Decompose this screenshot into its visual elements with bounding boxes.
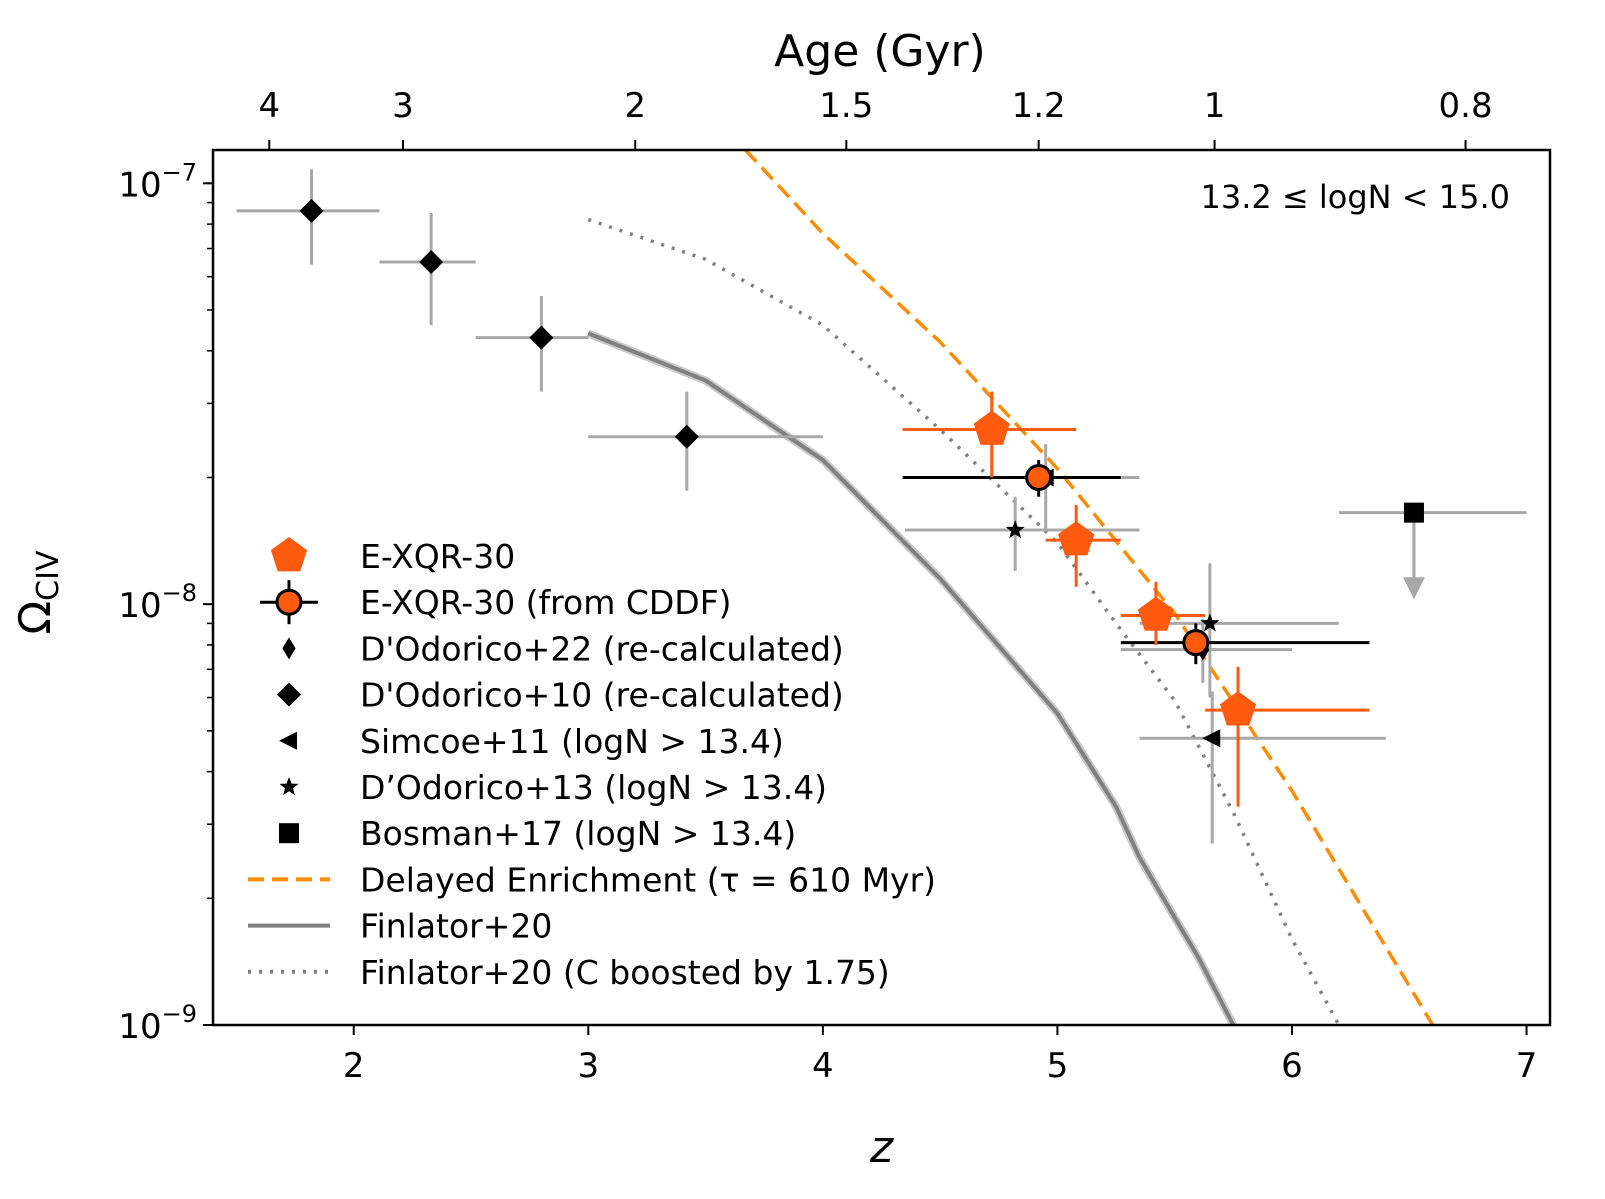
top-tick-label: 0.8 <box>1439 86 1493 126</box>
y-tick-base: 10 <box>118 1007 161 1047</box>
top-tick-label: 3 <box>392 86 414 126</box>
legend-label: E-XQR-30 (from CDDF) <box>360 583 732 622</box>
x-tick-label: 2 <box>343 1046 365 1086</box>
marker-triangle-left <box>1202 729 1221 748</box>
x-axis-title: z <box>869 1122 894 1173</box>
top-tick-label: 1.5 <box>819 86 873 126</box>
legend-label: Bosman+17 (logN > 13.4) <box>360 814 796 853</box>
top-tick-label: 1 <box>1204 86 1226 126</box>
marker-pentagon <box>1137 596 1174 631</box>
x-tick-label: 5 <box>1047 1046 1069 1086</box>
y-tick-label: 10−8 <box>118 579 197 626</box>
upper-limit-arrow-head <box>1402 577 1425 600</box>
marker-square <box>1403 502 1424 523</box>
top-tick-label: 2 <box>624 86 646 126</box>
x-tick-label: 7 <box>1516 1046 1538 1086</box>
legend-marker-triangle-left <box>279 731 297 750</box>
model-lines <box>586 150 1435 1025</box>
top-axis-title: Age (Gyr) <box>774 26 986 77</box>
marker-star <box>1005 520 1025 539</box>
marker-circle <box>1025 463 1053 491</box>
marker-pentagon <box>973 410 1010 445</box>
legend-label: Finlator+20 (C boosted by 1.75) <box>360 953 890 992</box>
top-tick-label: 4 <box>258 86 280 126</box>
y-axis-title-sub: CIV <box>31 550 66 601</box>
y-axis-title-main: Ω <box>10 601 61 635</box>
marker-diamond <box>419 250 444 275</box>
y-tick-exponent: −9 <box>162 1000 197 1028</box>
marker-pentagon <box>1058 521 1095 556</box>
x-tick-label: 6 <box>1281 1046 1303 1086</box>
legend: E-XQR-30 E-XQR-30 (from CDDF) D'Odorico+22… <box>248 537 936 992</box>
y-tick-label: 10−9 <box>118 1000 197 1047</box>
top-axis-ticks: 4 3 2 1.5 1.2 1 0.8 <box>258 86 1493 150</box>
y-tick-base: 10 <box>118 165 161 205</box>
legend-label: D'Odorico+10 (re-calculated) <box>360 676 844 715</box>
marker-diamond <box>299 198 324 223</box>
legend-marker-star <box>279 777 299 796</box>
plot-frame <box>211 148 1552 1027</box>
line-solid <box>587 331 1236 1025</box>
marker-diamond <box>529 325 554 350</box>
legend-label: D'Odorico+22 (re-calculated) <box>360 629 844 668</box>
legend-marker-thin-diamond <box>282 637 296 660</box>
legend-label: Simcoe+11 (logN > 13.4) <box>360 722 784 761</box>
x-axis-ticks: 2 3 4 5 6 7 <box>343 1025 1537 1086</box>
legend-marker-square <box>279 823 299 844</box>
y-tick-exponent: −8 <box>162 579 197 607</box>
line-dotted <box>587 217 1341 1025</box>
marker-diamond <box>674 424 699 449</box>
legend-marker-diamond <box>277 682 301 707</box>
y-axis-ticks: 10−710−810−9 <box>118 158 213 1047</box>
marker-pentagon <box>1220 691 1257 726</box>
legend-marker-circle <box>275 588 303 616</box>
legend-marker-pentagon <box>270 537 308 572</box>
legend-label: Finlator+20 <box>360 907 552 946</box>
y-axis-title: ΩCIV <box>10 550 66 634</box>
legend-label: Delayed Enrichment (τ = 610 Myr) <box>360 860 936 899</box>
plot-area <box>236 150 1527 1025</box>
data-markers <box>299 198 1424 748</box>
y-tick-base: 10 <box>118 586 161 626</box>
line-dashed <box>744 150 1435 1025</box>
legend-label: D’Odorico+13 (logN > 13.4) <box>360 768 827 807</box>
x-tick-label: 4 <box>812 1046 834 1086</box>
y-tick-exponent: −7 <box>162 158 197 186</box>
legend-label: E-XQR-30 <box>360 537 515 576</box>
x-tick-label: 3 <box>577 1046 599 1086</box>
top-tick-label: 1.2 <box>1012 86 1066 126</box>
column-density-annotation: 13.2 ≤ logN < 15.0 <box>1200 178 1510 216</box>
y-tick-label: 10−7 <box>118 158 197 205</box>
marker-circle <box>1182 629 1210 657</box>
marker-star <box>1200 613 1220 632</box>
